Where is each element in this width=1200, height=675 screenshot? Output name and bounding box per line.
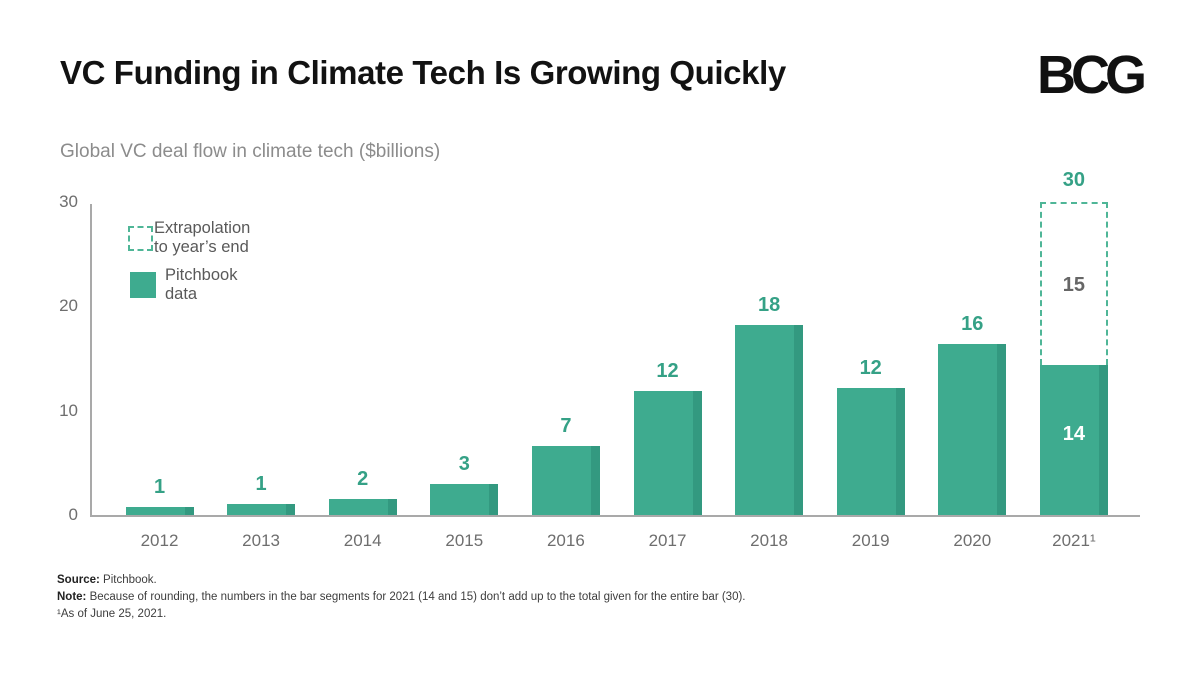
bar-group-2018: 18 xyxy=(735,202,804,515)
bar-segment-pitchbook xyxy=(938,344,1007,515)
chart-subtitle: Global VC deal flow in climate tech ($bi… xyxy=(60,141,441,162)
legend-item-extrapolation: Extrapolation to year’s end xyxy=(128,219,250,257)
bar-segment-pitchbook xyxy=(735,325,804,515)
legend-item-pitchbook: Pitchbook data xyxy=(130,266,237,304)
y-axis-tick-label: 30 xyxy=(59,192,78,211)
bar-group-2019: 12 xyxy=(836,202,905,515)
note-line: Note: Because of rounding, the numbers i… xyxy=(57,589,746,606)
bar-segment-pitchbook xyxy=(125,507,194,515)
bar-group-2016: 7 xyxy=(531,202,600,515)
bar-segment-pitchbook xyxy=(1039,365,1108,515)
bar-value-label: 16 xyxy=(961,313,984,335)
bar-group-2020: 16 xyxy=(938,202,1007,515)
bar-group-2015: 3 xyxy=(430,202,499,515)
x-axis-tick-label: 2020 xyxy=(953,531,992,550)
legend-label: Extrapolation to year’s end xyxy=(154,219,251,256)
y-axis-tick-label: 20 xyxy=(59,296,78,316)
bar-value-label: 1 xyxy=(153,476,166,498)
bar-segment-pitchbook xyxy=(633,391,702,515)
note-text: Because of rounding, the numbers in the … xyxy=(86,591,746,604)
x-axis-tick-label: 2014 xyxy=(343,531,382,550)
bar-value-label: 1 xyxy=(255,473,267,495)
bar-value-label: 7 xyxy=(560,415,572,437)
bar-value-label: 12 xyxy=(859,357,882,379)
x-axis-tick-label: 2017 xyxy=(648,531,687,550)
bar-total-label: 30 xyxy=(1062,169,1086,191)
bar-group-2012: 1 xyxy=(125,202,194,515)
bar-group-2017: 12 xyxy=(633,202,702,515)
bar-segment-pitchbook xyxy=(328,499,397,515)
note-prefix: Note: xyxy=(57,591,87,604)
extrapolation-swatch-icon xyxy=(128,225,153,251)
plot-area: Extrapolation to year’s end Pitchbook da… xyxy=(59,170,1140,550)
bar-segment-extrapolation: 15 xyxy=(1039,202,1108,365)
bar-segment-pitchbook xyxy=(836,388,905,515)
source-line: Source: Pitchbook. xyxy=(57,572,746,589)
footnote-line: ¹As of June 25, 2021. xyxy=(57,608,167,621)
bar-group-2014: 2 xyxy=(328,202,397,515)
x-axis-tick-label: 2015 xyxy=(445,531,484,550)
bar-group-2021: 15 14 30 xyxy=(1039,170,1108,515)
bar-value-label-inside: 14 xyxy=(1062,423,1086,445)
x-axis-tick-label: 2018 xyxy=(750,531,788,550)
bar-group-2013: 1 xyxy=(227,202,296,515)
x-axis-tick-label: 2012 xyxy=(140,531,179,550)
bar-value-label: 2 xyxy=(357,468,369,490)
bar-segment-pitchbook xyxy=(430,484,499,515)
extrapolation-value-label: 15 xyxy=(1062,273,1086,296)
footnotes: Source: Pitchbook. Note: Because of roun… xyxy=(57,572,746,623)
pitchbook-swatch-icon xyxy=(130,272,156,298)
bar-value-label: 3 xyxy=(458,453,470,475)
x-axis-tick-label: 2013 xyxy=(242,531,280,550)
legend-label: Pitchbook data xyxy=(165,266,238,303)
page-title: VC Funding in Climate Tech Is Growing Qu… xyxy=(60,54,786,91)
bcg-logo: BCG xyxy=(1037,45,1147,105)
x-axis-tick-label: 2019 xyxy=(851,531,890,550)
y-axis-tick-label: 10 xyxy=(59,400,78,420)
bar-value-label: 12 xyxy=(656,360,679,382)
x-axis-tick-label: 2021¹ xyxy=(1052,531,1096,550)
bar-segment-pitchbook xyxy=(531,446,600,515)
bar-value-label: 18 xyxy=(757,294,781,316)
y-axis-tick-label: 0 xyxy=(68,505,78,524)
x-axis-tick-label: 2016 xyxy=(546,531,585,550)
source-text: Pitchbook. xyxy=(99,574,157,586)
bar-segment-pitchbook xyxy=(227,504,296,515)
source-prefix: Source: xyxy=(57,574,100,586)
